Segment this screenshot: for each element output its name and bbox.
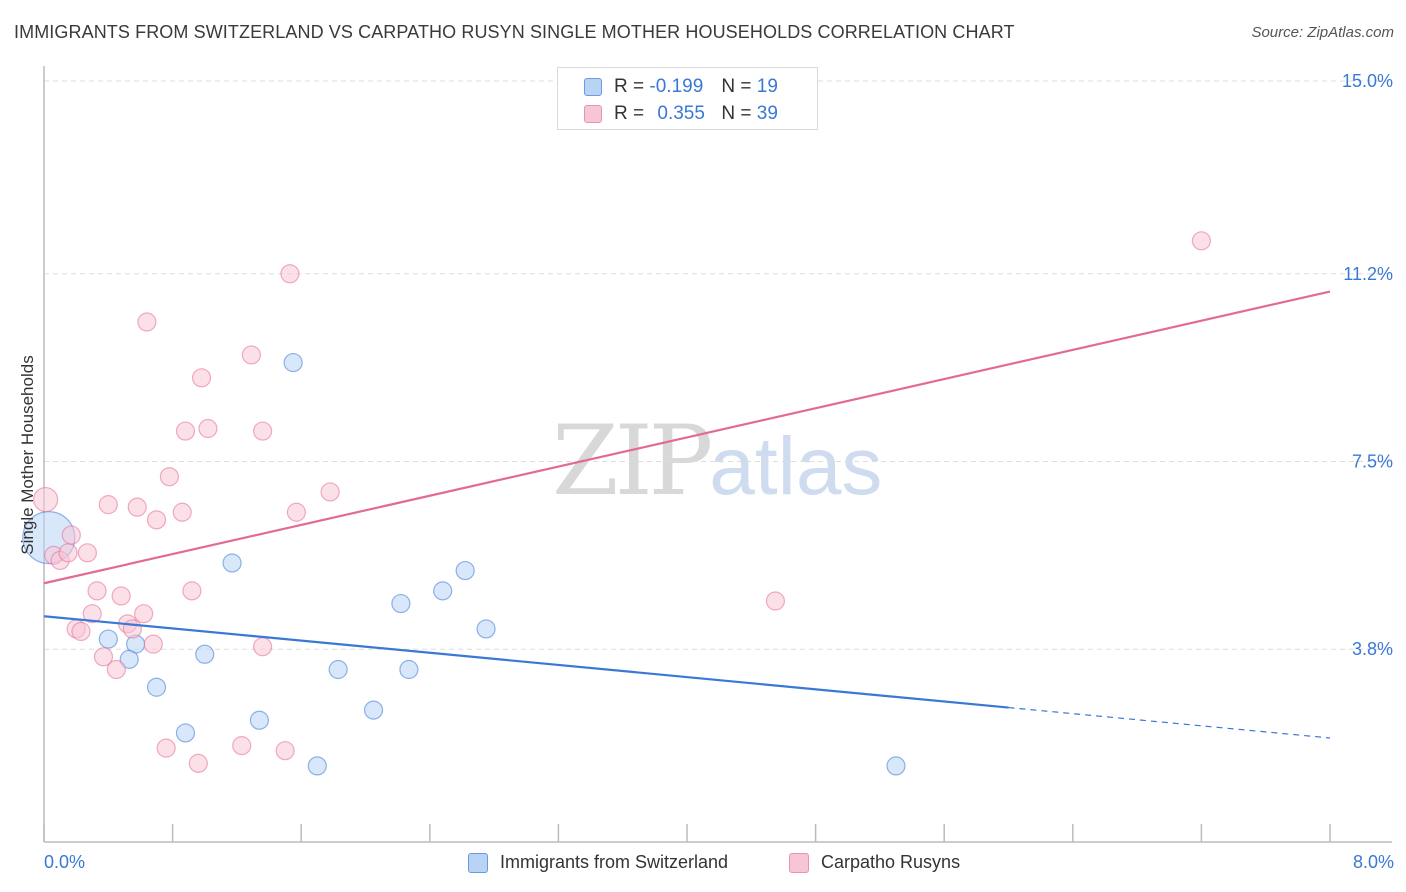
carpatho-point: [61, 525, 81, 545]
legend-item-switzerland: Immigrants from Switzerland: [468, 852, 728, 873]
switzerland-point: [119, 649, 139, 669]
switzerland-point: [249, 710, 270, 730]
switzerland-point: [175, 723, 196, 743]
stats-row-carpatho: R = 0.355 N = 39: [584, 103, 778, 125]
switzerland-point: [283, 352, 303, 373]
legend-swatch-blue: [468, 852, 488, 873]
carpatho-point: [82, 604, 102, 624]
carpatho-point: [232, 736, 252, 756]
carpatho-point: [253, 637, 273, 657]
watermark-atlas: atlas: [709, 421, 883, 512]
carpatho-point: [98, 495, 118, 515]
stats-legend: R = -0.199 N = 19 R = 0.355 N = 39: [557, 67, 818, 130]
legend-item-carpatho: Carpatho Rusyns: [789, 852, 960, 873]
carpatho-point: [191, 368, 212, 388]
carpatho-point: [182, 581, 202, 601]
switzerland-point: [307, 756, 327, 776]
x-tick-min: 0.0%: [44, 852, 86, 872]
legend-label: Immigrants from Switzerland: [500, 852, 729, 872]
carpatho-point: [159, 467, 179, 487]
carpatho-point: [175, 421, 196, 441]
carpatho-point: [134, 604, 154, 624]
n-label: N =: [721, 76, 752, 97]
carpatho-point: [71, 621, 91, 642]
r-label: R =: [614, 103, 645, 124]
source-label: Source: ZipAtlas.com: [1251, 24, 1394, 41]
carpatho-point: [253, 421, 273, 441]
switzerland-trendline-dashed: [1008, 706, 1331, 739]
r-value: -0.199: [649, 76, 704, 97]
carpatho-point: [146, 510, 167, 530]
carpatho-point: [87, 581, 107, 601]
carpatho-point: [275, 741, 295, 761]
y-tick-label: 3.8%: [1352, 639, 1393, 659]
y-tick-label: 7.5%: [1352, 452, 1393, 472]
n-label: N =: [721, 103, 752, 124]
series-legend: Immigrants from Switzerland Carpatho Rus…: [0, 850, 1406, 880]
carpatho-point: [111, 586, 131, 606]
carpatho-point: [137, 312, 157, 332]
carpatho-point: [172, 502, 192, 522]
carpatho-point: [122, 619, 143, 639]
n-value: 19: [756, 76, 778, 97]
x-tick-max: 8.0%: [1352, 852, 1394, 872]
carpatho-point: [280, 264, 300, 284]
y-tick-label: 15.0%: [1342, 71, 1393, 91]
carpatho-point: [156, 738, 176, 758]
switzerland-point: [399, 659, 419, 680]
swatch-pink: [584, 105, 602, 123]
carpatho-point: [106, 659, 126, 680]
carpatho-point: [77, 543, 98, 563]
carpatho-point: [765, 591, 786, 611]
switzerland-point: [222, 553, 242, 573]
stats-row-switzerland: R = -0.199 N = 19: [584, 76, 778, 98]
switzerland-point: [146, 677, 167, 697]
n-value: 39: [756, 103, 778, 124]
carpatho-point: [286, 502, 306, 522]
carpatho-point: [93, 647, 114, 667]
carpatho-point: [127, 497, 147, 517]
switzerland-point: [195, 644, 215, 664]
swatch-blue: [584, 78, 602, 96]
carpatho-point: [241, 345, 261, 365]
switzerland-point: [433, 581, 453, 601]
r-label: R =: [614, 76, 645, 97]
carpatho-trendline: [43, 290, 1331, 585]
switzerland-point: [98, 629, 118, 649]
switzerland-point: [391, 593, 411, 614]
carpatho-point: [33, 486, 59, 513]
switzerland-point: [363, 700, 384, 720]
carpatho-point: [198, 418, 218, 439]
switzerland-point: [886, 756, 906, 776]
legend-label: Carpatho Rusyns: [821, 852, 961, 872]
carpatho-point: [320, 482, 340, 502]
chart-title: IMMIGRANTS FROM SWITZERLAND VS CARPATHO …: [14, 22, 1015, 42]
switzerland-trendline: [43, 615, 1009, 709]
carpatho-point: [58, 543, 78, 563]
carpatho-point: [1191, 231, 1212, 251]
legend-swatch-pink: [789, 852, 809, 873]
r-value: 0.355: [657, 103, 705, 124]
carpatho-point: [143, 634, 163, 654]
switzerland-point: [455, 560, 475, 581]
switzerland-point: [328, 659, 348, 680]
switzerland-point: [476, 619, 496, 639]
y-axis-label: Single Mother Households: [18, 355, 37, 555]
y-tick-label: 11.2%: [1343, 264, 1393, 284]
carpatho-point: [188, 753, 208, 773]
